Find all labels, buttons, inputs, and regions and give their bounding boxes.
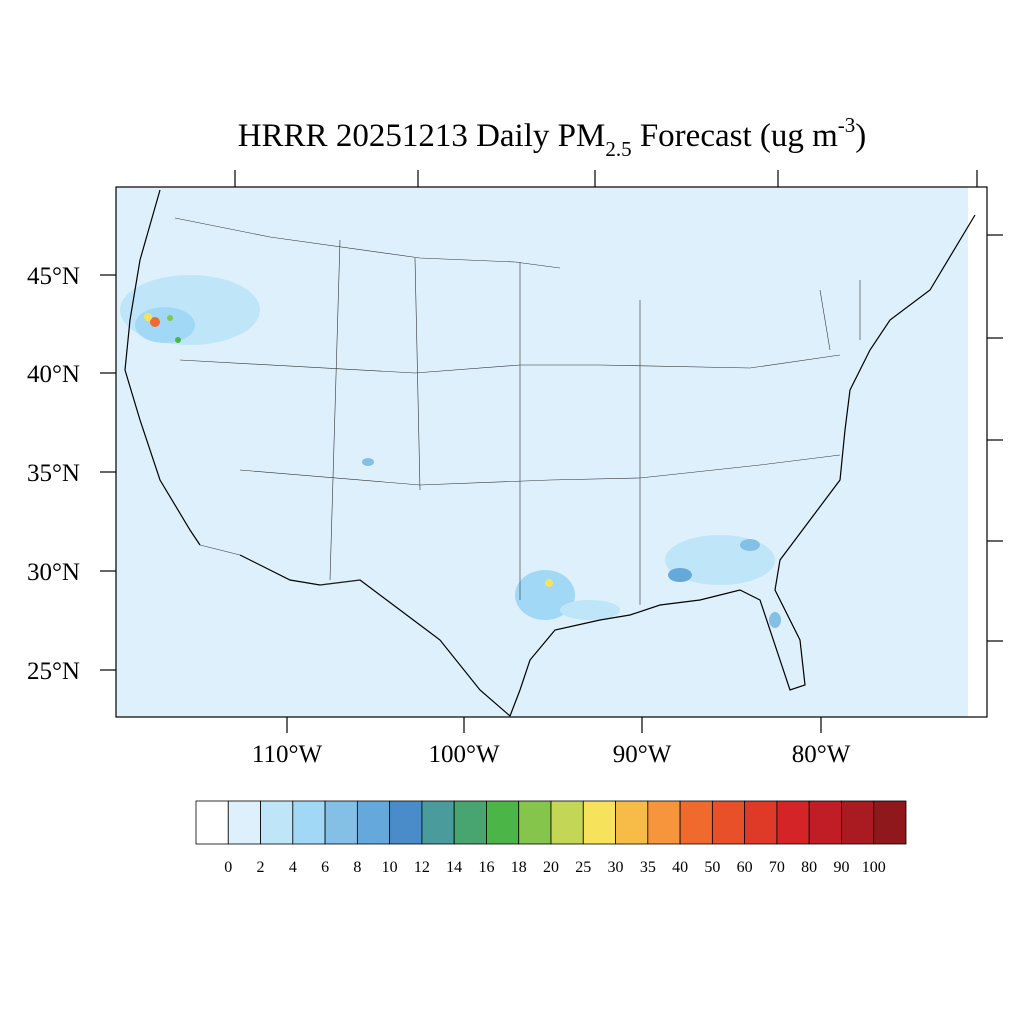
plume: [144, 313, 152, 321]
plume: [545, 579, 553, 587]
colorbar-label: 100: [862, 859, 886, 876]
colorbar: 0 2 4 6 8 10 12 14 16 18 20 25 30 35 40 50 60 70 80 90 100: [195, 800, 907, 876]
axis-labels: 45°N 40°N 35°N 30°N 25°N 110°W 100°W 90°W 80°W: [27, 263, 851, 768]
plume: [740, 539, 760, 551]
plume: [560, 600, 620, 620]
colorbar-label: 2: [257, 859, 265, 876]
map-title: HRRR 20251213 Daily PM2.5 Forecast (ug m…: [238, 113, 867, 161]
colorbar-label: 60: [737, 859, 753, 876]
plume: [515, 570, 575, 620]
colorbar-box: [679, 800, 713, 845]
colorbar-label: 10: [382, 859, 398, 876]
coastline: [124, 189, 976, 717]
colorbar-box: [647, 800, 681, 845]
colorbar-box: [550, 800, 584, 845]
colorbar-box: [324, 800, 358, 845]
frame-ticks: [234, 170, 1003, 642]
colorbar-box: [227, 800, 261, 845]
colorbar-label: 12: [414, 859, 430, 876]
colorbar-box: [421, 800, 455, 845]
colorbar-box: [615, 800, 649, 845]
lat-label: 25°N: [27, 658, 80, 685]
map-frame: [115, 186, 988, 718]
colorbar-label: 4: [289, 859, 297, 876]
colorbar-box: [711, 800, 746, 845]
domain-edge: [968, 187, 987, 717]
colorbar-label: 35: [640, 859, 656, 876]
colorbar-label: 50: [704, 859, 720, 876]
colorbar-label: 70: [769, 859, 785, 876]
colorbar-label: 80: [801, 859, 817, 876]
colorbar-box: [292, 800, 326, 845]
title-text: Forecast (ug m: [632, 118, 839, 154]
colorbar-box: [808, 800, 842, 845]
colorbar-box: [486, 800, 520, 845]
plume: [167, 315, 173, 321]
colorbar-label: 18: [511, 859, 527, 876]
title-text: HRRR 20251213 Daily PM: [238, 118, 606, 154]
colorbar-box: [841, 800, 875, 845]
title-superscript: -3: [838, 113, 856, 137]
title-text: ): [855, 118, 866, 154]
colorbar-label: 30: [608, 859, 624, 876]
colorbar-label: 20: [543, 859, 559, 876]
colorbar-box: [453, 800, 487, 845]
colorbar-label: 90: [833, 859, 849, 876]
lat-label: 30°N: [27, 559, 80, 586]
colorbar-box: [518, 800, 552, 845]
borders: [174, 217, 861, 605]
lat-label: 35°N: [27, 460, 80, 487]
colorbar-label: 0: [224, 859, 232, 876]
lon-label: 80°W: [792, 741, 851, 768]
lon-label: 100°W: [428, 741, 499, 768]
colorbar-label: 16: [478, 859, 494, 876]
colorbar-box: [356, 800, 391, 845]
title-subscript: 2.5: [605, 137, 631, 161]
plumes: [120, 275, 781, 628]
colorbar-box: [776, 800, 810, 845]
colorbar-box: [389, 800, 423, 845]
lat-label: 45°N: [27, 263, 80, 290]
lon-label: 110°W: [252, 741, 323, 768]
plume: [362, 458, 374, 466]
plume: [150, 317, 160, 327]
colorbar-box: [873, 800, 907, 845]
map-background: [116, 187, 987, 717]
colorbar-box: [582, 800, 616, 845]
colorbar-box: [260, 800, 294, 845]
colorbar-box: [744, 800, 778, 845]
map-panel: [115, 170, 1003, 718]
colorbar-label: 40: [672, 859, 688, 876]
plume: [769, 612, 781, 628]
colorbar-label: 25: [575, 859, 591, 876]
lon-label: 90°W: [613, 741, 672, 768]
lat-label: 40°N: [27, 361, 80, 388]
colorbar-box: [195, 800, 229, 845]
plume: [175, 337, 181, 343]
colorbar-label: 6: [321, 859, 329, 876]
plume: [668, 568, 692, 582]
plume: [135, 307, 195, 343]
colorbar-label: 14: [446, 859, 462, 876]
colorbar-label: 8: [353, 859, 361, 876]
